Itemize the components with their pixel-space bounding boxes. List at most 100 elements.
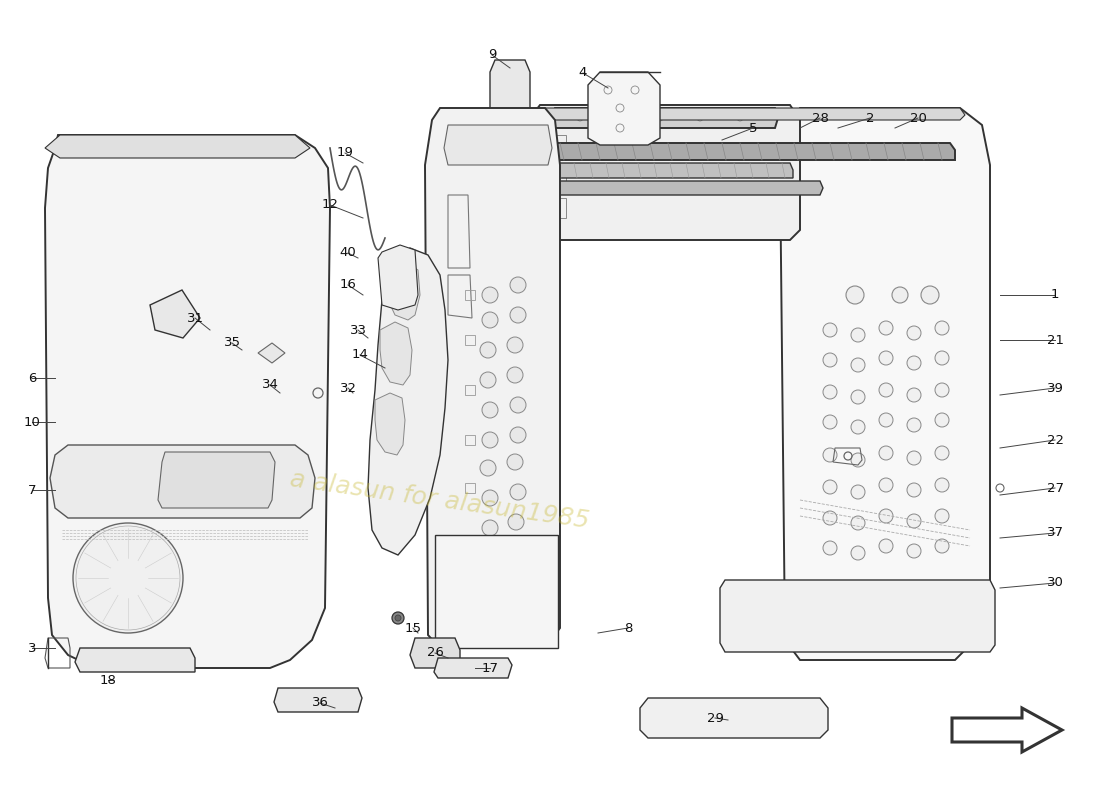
Circle shape bbox=[507, 367, 522, 383]
Polygon shape bbox=[386, 262, 420, 320]
Circle shape bbox=[851, 420, 865, 434]
Polygon shape bbox=[640, 698, 828, 738]
Text: 14: 14 bbox=[352, 349, 368, 362]
Circle shape bbox=[823, 415, 837, 429]
Text: 22: 22 bbox=[1046, 434, 1064, 446]
Polygon shape bbox=[547, 181, 823, 195]
Circle shape bbox=[480, 342, 496, 358]
Text: 27: 27 bbox=[1046, 482, 1064, 494]
Circle shape bbox=[846, 286, 864, 304]
Circle shape bbox=[823, 480, 837, 494]
Circle shape bbox=[935, 351, 949, 365]
Polygon shape bbox=[552, 108, 778, 128]
Circle shape bbox=[823, 353, 837, 367]
Circle shape bbox=[823, 323, 837, 337]
Circle shape bbox=[879, 413, 893, 427]
Text: 33: 33 bbox=[350, 323, 366, 337]
Circle shape bbox=[482, 432, 498, 448]
Circle shape bbox=[482, 287, 498, 303]
Polygon shape bbox=[368, 248, 448, 555]
Polygon shape bbox=[378, 245, 418, 310]
Polygon shape bbox=[410, 638, 460, 668]
Polygon shape bbox=[490, 60, 530, 155]
Text: 3: 3 bbox=[28, 642, 36, 654]
Circle shape bbox=[908, 451, 921, 465]
Circle shape bbox=[935, 446, 949, 460]
Text: 36: 36 bbox=[311, 697, 329, 710]
Circle shape bbox=[879, 539, 893, 553]
Text: 21: 21 bbox=[1046, 334, 1064, 346]
Text: 26: 26 bbox=[427, 646, 443, 659]
Circle shape bbox=[908, 388, 921, 402]
Text: 30: 30 bbox=[1046, 577, 1064, 590]
Polygon shape bbox=[425, 108, 560, 648]
Circle shape bbox=[823, 448, 837, 462]
Circle shape bbox=[482, 490, 498, 506]
Text: 5: 5 bbox=[749, 122, 757, 134]
Circle shape bbox=[879, 446, 893, 460]
Circle shape bbox=[507, 337, 522, 353]
Text: 19: 19 bbox=[337, 146, 353, 159]
Circle shape bbox=[510, 427, 526, 443]
Circle shape bbox=[823, 541, 837, 555]
Text: 16: 16 bbox=[340, 278, 356, 291]
Circle shape bbox=[73, 523, 183, 633]
Circle shape bbox=[508, 514, 524, 530]
Text: 8: 8 bbox=[624, 622, 632, 634]
Polygon shape bbox=[444, 125, 552, 165]
Polygon shape bbox=[158, 452, 275, 508]
Polygon shape bbox=[45, 135, 310, 158]
Text: 40: 40 bbox=[340, 246, 356, 259]
Circle shape bbox=[507, 454, 522, 470]
Polygon shape bbox=[588, 72, 660, 145]
Text: 31: 31 bbox=[187, 311, 204, 325]
Polygon shape bbox=[434, 658, 512, 678]
Polygon shape bbox=[434, 535, 558, 648]
Circle shape bbox=[482, 520, 498, 536]
Polygon shape bbox=[530, 105, 800, 240]
Circle shape bbox=[851, 516, 865, 530]
Polygon shape bbox=[535, 108, 965, 120]
Circle shape bbox=[480, 460, 496, 476]
Circle shape bbox=[879, 478, 893, 492]
Text: 2: 2 bbox=[866, 111, 874, 125]
Circle shape bbox=[851, 453, 865, 467]
Circle shape bbox=[935, 509, 949, 523]
Text: 1: 1 bbox=[1050, 289, 1059, 302]
Circle shape bbox=[908, 514, 921, 528]
Polygon shape bbox=[379, 322, 412, 385]
Circle shape bbox=[908, 544, 921, 558]
Polygon shape bbox=[45, 135, 330, 668]
Circle shape bbox=[480, 372, 496, 388]
Text: 18: 18 bbox=[100, 674, 117, 686]
Circle shape bbox=[392, 612, 404, 624]
Circle shape bbox=[508, 542, 524, 558]
Circle shape bbox=[879, 351, 893, 365]
Circle shape bbox=[892, 287, 907, 303]
Circle shape bbox=[935, 321, 949, 335]
Polygon shape bbox=[258, 343, 285, 363]
Circle shape bbox=[508, 567, 524, 583]
Text: 34: 34 bbox=[262, 378, 278, 391]
Circle shape bbox=[823, 511, 837, 525]
Circle shape bbox=[851, 485, 865, 499]
Text: 10: 10 bbox=[23, 415, 41, 429]
Circle shape bbox=[823, 385, 837, 399]
Polygon shape bbox=[780, 108, 990, 660]
Text: 37: 37 bbox=[1046, 526, 1064, 539]
Text: 12: 12 bbox=[321, 198, 339, 211]
Circle shape bbox=[482, 312, 498, 328]
Circle shape bbox=[851, 390, 865, 404]
Text: 6: 6 bbox=[28, 371, 36, 385]
Text: 4: 4 bbox=[579, 66, 587, 79]
Circle shape bbox=[510, 277, 526, 293]
Circle shape bbox=[482, 402, 498, 418]
Circle shape bbox=[908, 418, 921, 432]
Polygon shape bbox=[375, 393, 405, 455]
Text: 39: 39 bbox=[1046, 382, 1064, 394]
Polygon shape bbox=[75, 648, 195, 672]
Text: 15: 15 bbox=[405, 622, 421, 634]
Text: 35: 35 bbox=[223, 337, 241, 350]
Circle shape bbox=[879, 509, 893, 523]
Circle shape bbox=[482, 547, 498, 563]
